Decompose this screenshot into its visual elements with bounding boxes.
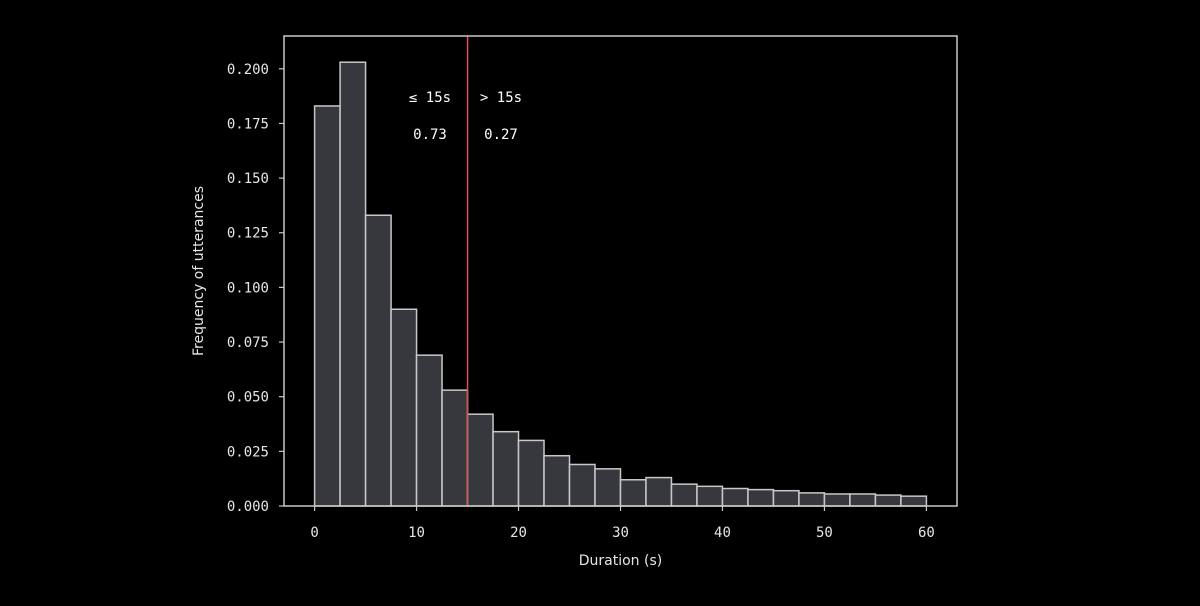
histogram-bar xyxy=(492,430,520,507)
histogram-bar xyxy=(415,354,443,507)
histogram-bar xyxy=(798,492,826,507)
histogram-bar xyxy=(466,413,494,507)
bars-group xyxy=(313,61,928,507)
histogram-bar xyxy=(747,488,775,507)
x-tick-label: 0 xyxy=(310,525,318,541)
threshold-right-value: 0.27 xyxy=(484,127,518,143)
histogram-bar xyxy=(670,483,698,507)
x-tick-label: 50 xyxy=(816,525,833,541)
y-tick-label: 0.050 xyxy=(227,390,269,406)
x-tick-label: 10 xyxy=(408,525,425,541)
y-tick-label: 0.125 xyxy=(227,226,269,242)
x-tick-label: 20 xyxy=(510,525,527,541)
histogram-bar xyxy=(441,389,469,507)
histogram-bar xyxy=(339,61,367,507)
histogram-bar xyxy=(823,493,851,507)
histogram-bar xyxy=(517,439,545,507)
x-axis-ticks: 0 10 20 30 40 50 60 xyxy=(310,506,935,541)
histogram-bar xyxy=(696,485,724,507)
histogram-bar xyxy=(619,479,647,507)
threshold-left-value: 0.73 xyxy=(413,127,447,143)
y-tick-label: 0.200 xyxy=(227,62,269,78)
histogram-bar xyxy=(721,487,749,507)
x-tick-label: 60 xyxy=(918,525,935,541)
histogram-bar xyxy=(772,489,800,507)
histogram-bar xyxy=(900,495,928,507)
histogram-bar xyxy=(594,468,622,507)
x-tick-label: 40 xyxy=(714,525,731,541)
y-tick-label: 0.150 xyxy=(227,171,269,187)
histogram-bar xyxy=(543,454,571,507)
histogram-bar xyxy=(645,476,673,507)
y-tick-label: 0.075 xyxy=(227,335,269,351)
histogram-bar xyxy=(390,308,418,507)
threshold-left-label: ≤ 15s xyxy=(409,90,451,106)
y-tick-label: 0.100 xyxy=(227,280,269,296)
histogram-bar xyxy=(313,105,341,507)
y-axis-ticks: 0.000 0.025 0.050 0.075 0.100 0.125 0.150 0.175… xyxy=(227,62,284,515)
histogram-bar xyxy=(364,214,392,507)
y-tick-label: 0.000 xyxy=(227,499,269,515)
histogram-bar xyxy=(849,493,877,507)
y-tick-label: 0.175 xyxy=(227,116,269,132)
y-axis-title: Frequency of utterances xyxy=(191,186,207,356)
x-axis-title: Duration (s) xyxy=(579,553,662,569)
x-tick-label: 30 xyxy=(612,525,629,541)
histogram-bar xyxy=(874,494,902,507)
threshold-right-label: > 15s xyxy=(480,90,522,106)
y-tick-label: 0.025 xyxy=(227,444,269,460)
histogram-bar xyxy=(568,463,596,507)
